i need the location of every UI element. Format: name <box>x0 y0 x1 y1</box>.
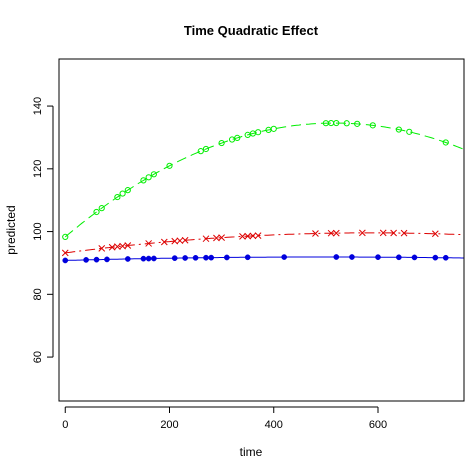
series-0-line <box>64 122 464 238</box>
y-tick-label: 140 <box>32 97 44 115</box>
x-tick-label: 400 <box>265 419 283 431</box>
series-0-point <box>166 162 173 169</box>
series-2-point <box>208 254 215 261</box>
series-2-point <box>171 255 178 261</box>
series-1-point <box>431 230 439 238</box>
series-0-point <box>145 174 152 181</box>
x-axis-label: time <box>240 445 263 459</box>
series-0-point <box>197 148 204 155</box>
series-1-line <box>65 232 464 254</box>
series-1-point <box>61 249 69 257</box>
series-1-point <box>254 232 262 239</box>
series-2-point <box>281 254 288 260</box>
series-0-point <box>354 120 361 127</box>
series-1-point <box>176 237 184 245</box>
series-2-point <box>62 257 69 264</box>
series-0-point <box>343 120 350 127</box>
series-1-point <box>160 238 168 246</box>
y-tick-label: 80 <box>32 288 44 300</box>
series-1-point <box>181 236 189 244</box>
series-2-point <box>349 254 355 260</box>
series-1-point <box>400 229 408 237</box>
series-2-point <box>93 256 100 263</box>
series-1-point <box>327 229 335 237</box>
series-0-point <box>202 145 210 153</box>
series-0-point <box>442 139 449 146</box>
y-axis: 60 80 100 120 140 <box>32 97 54 363</box>
series-1-point <box>145 240 153 247</box>
series-2-point <box>83 257 89 263</box>
plot-frame <box>58 58 465 402</box>
series-2-point <box>244 254 251 261</box>
series-1-point <box>390 229 397 237</box>
series-2-point <box>411 254 418 261</box>
series-0-point <box>369 122 376 129</box>
series-1-point <box>239 233 246 240</box>
series-0-point <box>395 126 402 133</box>
series-0-point <box>228 136 236 143</box>
series-1-point <box>202 235 210 243</box>
series-2-point <box>375 254 381 260</box>
series-1-point <box>312 230 319 237</box>
series-2-point <box>104 256 110 263</box>
y-tick-label: 60 <box>32 351 44 363</box>
series-2-point <box>124 256 131 262</box>
x-tick-label: 600 <box>369 419 387 431</box>
series-0-point <box>119 190 126 197</box>
series-2-point <box>223 254 230 261</box>
series-0-point <box>114 193 121 201</box>
series-1-point <box>124 242 132 249</box>
series-points <box>61 119 449 264</box>
series-1-point <box>359 229 366 237</box>
series-2-point <box>145 255 152 262</box>
series-2-point <box>395 254 402 261</box>
series-1-point <box>98 245 106 252</box>
series-0-point <box>218 139 225 147</box>
series-2-point <box>432 254 439 261</box>
series-1-point <box>218 234 225 241</box>
series-0-point <box>124 187 131 194</box>
chart-title: Time Quadratic Effect <box>184 23 319 38</box>
series-1-point <box>213 234 220 242</box>
series-2-point <box>442 254 449 261</box>
series-1-point <box>249 232 257 240</box>
series-1-point <box>332 229 340 237</box>
series-2-point <box>333 254 340 260</box>
series-0-point <box>234 134 241 141</box>
series-2-point <box>140 255 147 262</box>
series-1-point <box>244 232 252 240</box>
series-0-point <box>333 119 340 127</box>
series-2-point <box>192 254 199 261</box>
y-tick-label: 120 <box>32 160 44 178</box>
series-0-point <box>140 177 147 184</box>
y-tick-label: 100 <box>32 222 44 240</box>
series-1-point <box>171 237 179 245</box>
series-0-point <box>255 129 262 136</box>
x-tick-label: 200 <box>160 419 178 431</box>
series-1-point <box>379 229 387 237</box>
series-0-point <box>93 208 100 216</box>
series-0-point <box>98 205 105 212</box>
series-0-point <box>270 125 277 132</box>
x-axis: 0 200 400 600 <box>62 406 387 431</box>
series-2-point <box>203 254 209 261</box>
series-0-point <box>406 128 413 135</box>
series-0-point <box>150 171 157 178</box>
series-2-point <box>182 255 188 261</box>
series-0-point <box>62 233 69 241</box>
x-tick-label: 0 <box>62 419 68 431</box>
series-2-point <box>151 255 157 262</box>
y-axis-label: predicted <box>4 205 18 254</box>
